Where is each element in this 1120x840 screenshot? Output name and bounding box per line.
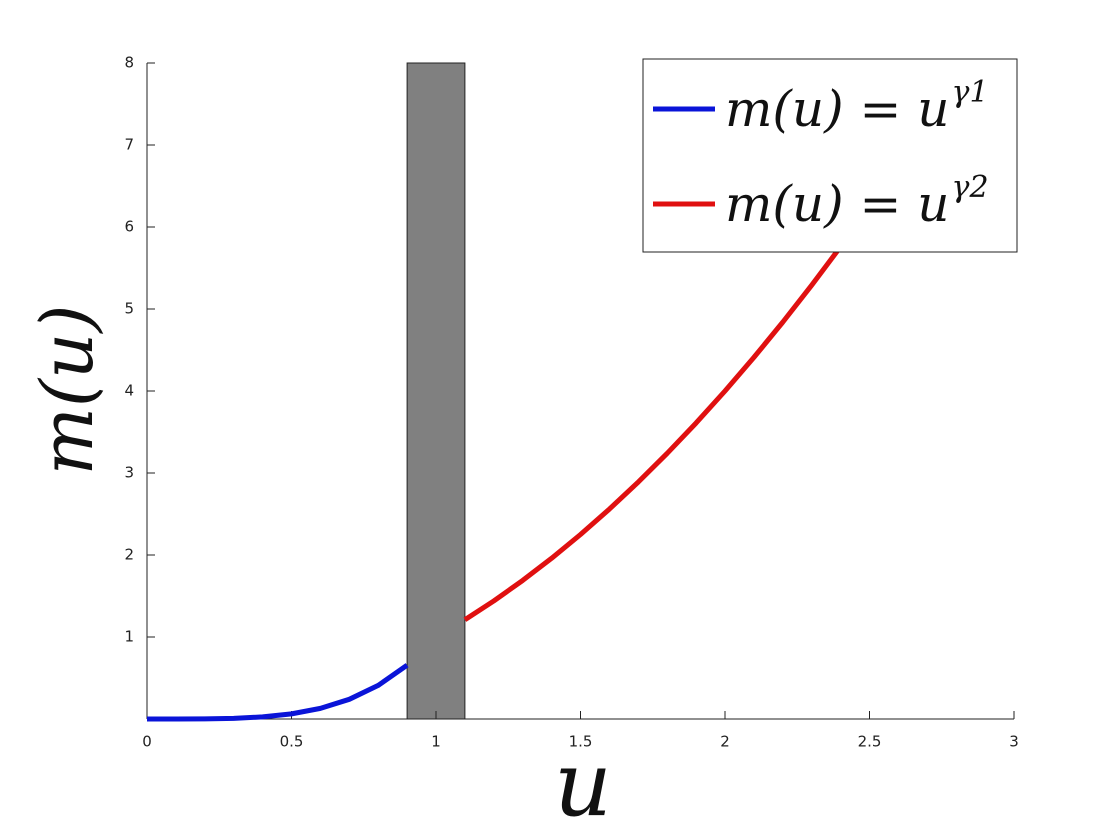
x-tick-label: 0.5 bbox=[280, 733, 304, 751]
y-tick-label: 6 bbox=[124, 218, 134, 236]
x-axis-label: u bbox=[554, 732, 612, 837]
y-tick-label: 3 bbox=[124, 464, 134, 482]
x-tick-label: 2 bbox=[720, 733, 730, 751]
y-tick-label: 2 bbox=[124, 546, 134, 564]
y-tick-label: 8 bbox=[124, 54, 134, 72]
legend-label: m(u) = u bbox=[725, 175, 950, 233]
shaded-region bbox=[406, 62, 466, 720]
y-tick-label: 7 bbox=[124, 136, 134, 154]
x-tick-label: 3 bbox=[1009, 733, 1019, 751]
legend-label: m(u) = u bbox=[725, 80, 950, 138]
y-tick-label: 5 bbox=[124, 300, 134, 318]
x-tick-label: 2.5 bbox=[858, 733, 882, 751]
legend-exponent: γ2 bbox=[952, 170, 989, 205]
x-tick-label: 1 bbox=[431, 733, 441, 751]
x-tick-label: 1.5 bbox=[569, 733, 593, 751]
y-axis-label: m(u) bbox=[25, 305, 109, 476]
y-tick-label: 4 bbox=[124, 382, 134, 400]
y-tick-label: 1 bbox=[124, 628, 134, 646]
x-tick-label: 0 bbox=[142, 733, 152, 751]
data-line bbox=[147, 663, 409, 722]
legend-exponent: γ1 bbox=[952, 75, 989, 110]
legend-box bbox=[642, 58, 1018, 253]
